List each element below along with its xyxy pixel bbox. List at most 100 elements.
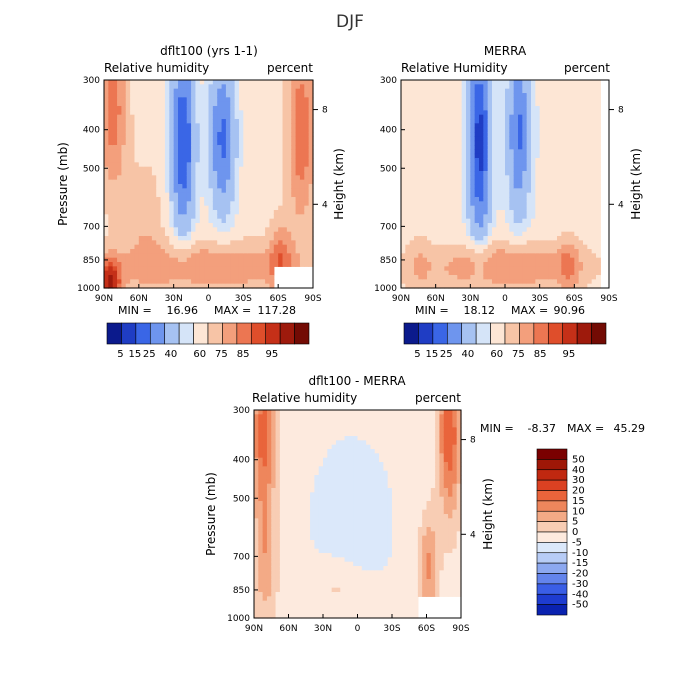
- heatmap-cell: [431, 275, 437, 280]
- heatmap-cell: [531, 210, 536, 215]
- heatmap-cell: [275, 613, 281, 619]
- heatmap-cell: [500, 283, 506, 289]
- heatmap-cell: [271, 462, 277, 467]
- heatmap-cell: [125, 179, 131, 185]
- heatmap-cell: [204, 110, 210, 116]
- heatmap-cell: [247, 270, 253, 276]
- heatmap-cell: [169, 153, 175, 159]
- heatmap-cell: [448, 188, 454, 194]
- heatmap-cell: [487, 227, 493, 233]
- heatmap-cell: [130, 149, 136, 155]
- heatmap-cell: [262, 423, 268, 428]
- heatmap-cell: [518, 166, 523, 172]
- heatmap-cell: [164, 145, 170, 150]
- heatmap-cell: [234, 283, 240, 289]
- heatmap-cell: [440, 93, 445, 98]
- heatmap-cell: [422, 93, 428, 98]
- colorbar-swatch: [591, 322, 607, 345]
- heatmap-cell: [195, 262, 201, 267]
- heatmap-cell: [230, 218, 236, 224]
- heatmap-cell: [453, 253, 458, 259]
- heatmap-cell: [117, 210, 123, 215]
- heatmap-cell: [418, 231, 424, 237]
- heatmap-cell: [147, 145, 153, 150]
- heatmap-cell: [212, 119, 218, 124]
- heatmap-cell: [405, 84, 411, 90]
- heatmap-cell: [427, 210, 432, 215]
- heatmap-cell: [414, 88, 419, 94]
- heatmap-cell: [570, 101, 575, 107]
- heatmap-cell: [496, 136, 502, 142]
- heatmap-cell: [279, 453, 285, 459]
- heatmap-cell: [461, 93, 467, 98]
- heatmap-cell: [457, 266, 463, 272]
- heatmap-cell: [225, 279, 231, 285]
- heatmap-cell: [418, 101, 424, 107]
- heatmap-cell: [596, 123, 601, 129]
- heatmap-cell: [134, 153, 140, 159]
- heatmap-cell: [565, 257, 571, 263]
- heatmap-cell: [156, 97, 162, 103]
- heatmap-cell: [108, 231, 114, 237]
- heatmap-cell: [134, 249, 140, 254]
- heatmap-cell: [505, 123, 510, 129]
- heatmap-cell: [252, 205, 257, 211]
- heatmap-cell: [295, 162, 301, 168]
- heatmap-cell: [282, 93, 288, 98]
- heatmap-cell: [212, 279, 218, 285]
- heatmap-cell: [596, 162, 601, 168]
- heatmap-cell: [104, 184, 109, 189]
- heatmap-cell: [409, 218, 415, 224]
- heatmap-cell: [539, 197, 545, 202]
- heatmap-cell: [440, 80, 445, 85]
- heatmap-cell: [271, 483, 277, 489]
- heatmap-cell: [260, 188, 266, 194]
- heatmap-cell: [587, 218, 593, 224]
- heatmap-cell: [591, 279, 597, 285]
- y-tick-label: 500: [83, 164, 100, 174]
- heatmap-cell: [164, 240, 170, 246]
- heatmap-cell: [299, 231, 305, 237]
- heatmap-cell: [266, 613, 272, 619]
- heatmap-cell: [247, 262, 253, 267]
- heatmap-cell: [557, 106, 562, 111]
- heatmap-cell: [461, 149, 467, 155]
- heatmap-cell: [526, 244, 532, 250]
- heatmap-cell: [548, 110, 554, 116]
- heatmap-cell: [531, 227, 536, 233]
- heatmap-cell: [247, 179, 253, 185]
- heatmap-cell: [574, 175, 580, 181]
- heatmap-cell: [457, 244, 463, 250]
- heatmap-cell: [522, 123, 528, 129]
- heatmap-cell: [147, 283, 153, 289]
- heatmap-cell: [505, 158, 510, 163]
- heatmap-cell: [217, 101, 223, 107]
- heatmap-cell: [561, 145, 567, 150]
- heatmap-cell: [169, 175, 175, 181]
- heatmap-cell: [291, 240, 297, 246]
- heatmap-cell: [487, 188, 493, 194]
- heatmap-cell: [496, 101, 502, 107]
- heatmap-cell: [526, 140, 532, 146]
- heatmap-cell: [496, 201, 502, 207]
- heatmap-cell: [565, 171, 571, 176]
- colorbar-swatch: [250, 322, 267, 345]
- heatmap-cell: [269, 127, 275, 133]
- heatmap-cell: [186, 158, 192, 163]
- heatmap-cell: [286, 210, 292, 215]
- heatmap-cell: [496, 283, 502, 289]
- heatmap-cell: [483, 283, 489, 289]
- heatmap-cell: [565, 145, 571, 150]
- heatmap-cell: [308, 132, 314, 137]
- heatmap-cell: [561, 88, 567, 94]
- heatmap-cell: [284, 470, 290, 476]
- heatmap-cell: [531, 119, 536, 124]
- heatmap-cell: [278, 201, 284, 207]
- heatmap-cell: [444, 84, 450, 90]
- heatmap-cell: [526, 231, 532, 237]
- heatmap-cell: [178, 179, 183, 185]
- heatmap-cell: [247, 210, 253, 215]
- heatmap-cell: [470, 166, 476, 172]
- heatmap-cell: [125, 114, 131, 120]
- heatmap-cell: [295, 97, 301, 103]
